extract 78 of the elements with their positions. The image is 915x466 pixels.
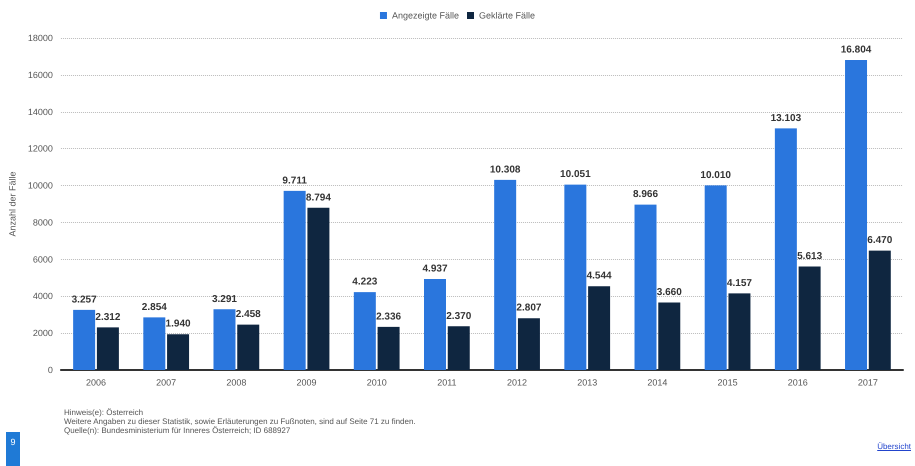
- data-label: 5.613: [797, 250, 823, 262]
- x-tick-label: 2014: [647, 378, 668, 388]
- bar: [237, 324, 260, 370]
- y-tick-label: 12000: [28, 144, 53, 154]
- bar: [378, 326, 400, 370]
- x-tick-label: 2013: [577, 378, 598, 388]
- data-label: 3.257: [72, 294, 98, 306]
- bar: [588, 286, 610, 370]
- y-tick-label: 4000: [32, 291, 53, 302]
- bar: [73, 310, 96, 370]
- data-label: 6.470: [867, 235, 893, 246]
- y-tick-label: 0: [48, 365, 53, 375]
- bar: [868, 250, 891, 370]
- y-tick-label: 18000: [28, 33, 53, 43]
- data-label: 4.157: [726, 278, 752, 289]
- data-label: 4.544: [586, 270, 612, 282]
- y-tick-label: 10000: [28, 180, 53, 191]
- bar: [728, 293, 750, 370]
- bar: [704, 185, 727, 370]
- data-label: 13.103: [770, 112, 802, 124]
- data-label: 2.336: [376, 311, 402, 322]
- y-tick-label: 2000: [32, 328, 53, 338]
- data-label: 2.854: [142, 302, 168, 313]
- bar: [564, 184, 586, 370]
- data-label: 10.051: [560, 169, 592, 180]
- y-axis-title: Anzahl der Fälle: [8, 171, 18, 237]
- bar: [96, 327, 119, 370]
- data-label: 8.794: [306, 192, 332, 204]
- x-tick-label: 2017: [858, 378, 878, 388]
- data-label: 2.370: [446, 310, 472, 322]
- bar: [658, 302, 680, 370]
- bar: [307, 208, 330, 370]
- text: Weitere Angaben zu dieser Statistik, sowie Erläuterungen zu Fußnoten, sind auf Seite 71 zu finden.: [64, 417, 416, 426]
- y-tick-label: 8000: [32, 217, 53, 228]
- data-label: 16.804: [840, 44, 872, 56]
- bar: [424, 278, 446, 370]
- bar: [634, 204, 657, 370]
- y-tick-label: 6000: [32, 254, 53, 264]
- x-tick-label: 2009: [296, 378, 317, 388]
- data-label: 2.458: [236, 309, 262, 320]
- x-tick-label: 2006: [86, 378, 106, 388]
- bar: [213, 309, 236, 370]
- data-label: 10.308: [490, 164, 521, 176]
- data-label: 4.937: [422, 263, 448, 274]
- bar: [845, 60, 868, 370]
- x-tick-label: 2010: [366, 378, 387, 388]
- y-tick-label: 14000: [28, 106, 53, 117]
- bar: [494, 180, 516, 370]
- bar: [284, 190, 306, 370]
- bar: [448, 326, 470, 370]
- text: 9: [6, 432, 20, 466]
- data-label: 10.010: [700, 170, 732, 181]
- bar: [518, 318, 540, 370]
- x-tick-label: 2016: [788, 378, 808, 388]
- data-label: 2.807: [516, 302, 542, 314]
- text: Übersicht: [877, 442, 911, 451]
- x-tick-label: 2011: [437, 378, 457, 388]
- data-label: 4.223: [352, 276, 378, 288]
- data-label: 3.660: [656, 286, 682, 298]
- x-tick-label: 2012: [507, 378, 528, 388]
- legend-label: Angezeigte Fälle: [392, 10, 460, 20]
- bar: [354, 292, 376, 370]
- bar: [774, 128, 797, 370]
- x-tick-label: 2007: [156, 378, 176, 388]
- legend-label: Geklärte Fälle: [479, 10, 536, 20]
- data-label: 1.940: [166, 318, 192, 330]
- bar: [143, 317, 166, 370]
- x-tick-label: 2015: [718, 378, 738, 388]
- bar: [167, 334, 190, 370]
- x-tick-label: 2008: [226, 378, 246, 388]
- bar: [798, 266, 821, 370]
- data-label: 9.711: [282, 175, 308, 186]
- data-label: 8.966: [633, 189, 658, 200]
- y-tick-label: 16000: [28, 70, 53, 80]
- source-note: Quelle(n): Bundesministerium für Inneres Österreich; ID 688927: [64, 426, 290, 435]
- data-label: 2.312: [95, 312, 121, 323]
- text: Hinweis(e): Österreich: [64, 408, 144, 417]
- data-label: 3.291: [212, 294, 238, 305]
